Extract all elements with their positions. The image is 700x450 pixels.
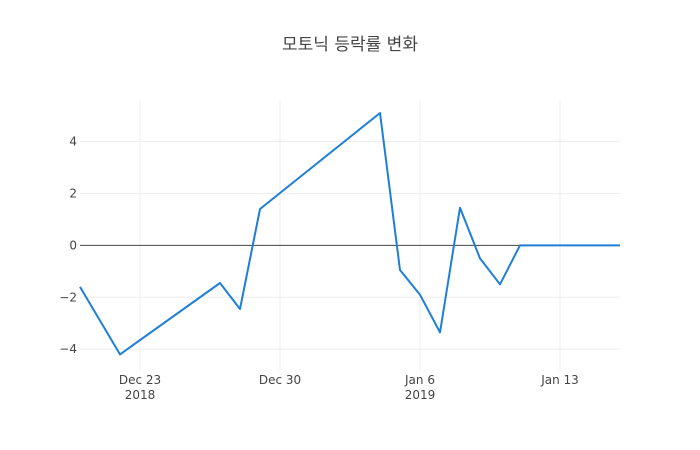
y-tick-label: 2 — [69, 186, 77, 200]
grid-layer — [80, 100, 620, 370]
y-tick-label: 0 — [69, 238, 77, 252]
series-line — [79, 112, 620, 356]
x-tick-label: Jan 6 — [404, 373, 435, 387]
y-tick-label: 4 — [69, 135, 77, 149]
series-layer — [79, 112, 620, 356]
x-tick-label: Jan 13 — [540, 373, 579, 387]
chart-title: 모토닉 등락률 변화 — [282, 35, 418, 55]
x-tick-label: Dec 30 — [259, 373, 301, 387]
x-tick-year-label: 2018 — [125, 388, 156, 402]
x-tick-year-label: 2019 — [405, 388, 436, 402]
y-tick-labels: −4 −2 0 2 4 — [59, 135, 77, 357]
x-tick-label: Dec 23 — [119, 373, 161, 387]
y-tick-label: −4 — [59, 342, 77, 356]
y-tick-label: −2 — [59, 290, 77, 304]
